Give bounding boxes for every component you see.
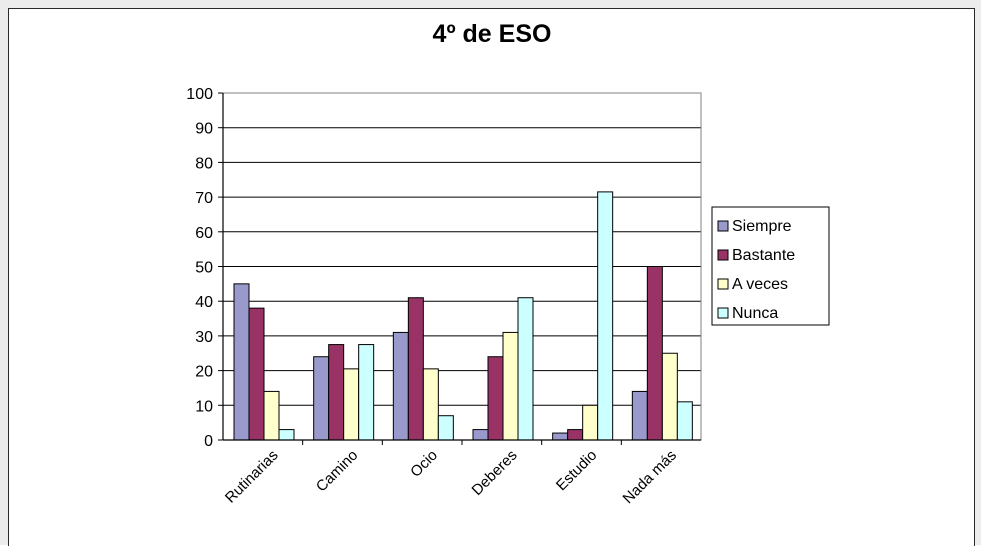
legend-label: Siempre bbox=[732, 218, 792, 235]
bar-bastante bbox=[487, 356, 504, 441]
category-label: Deberes bbox=[469, 447, 521, 499]
y-tick-labels: 0 10 20 30 40 50 60 70 80 90 100 bbox=[186, 86, 213, 450]
bar-nunca bbox=[437, 415, 454, 441]
axes bbox=[222, 92, 702, 445]
y-tick-label: 40 bbox=[195, 294, 213, 311]
y-tick-label: 70 bbox=[195, 190, 213, 207]
bar-bastante bbox=[407, 297, 424, 441]
bar-bastante bbox=[567, 429, 584, 441]
bar-a-veces bbox=[661, 352, 678, 441]
y-tick-label: 50 bbox=[195, 260, 213, 277]
gridlines bbox=[218, 92, 701, 441]
bar-nunca bbox=[278, 429, 295, 441]
chart-frame: 4º de ESO 0 10 20 30 40 50 60 70 80 90 100 Rutinar… bbox=[8, 8, 975, 546]
bar-a-veces bbox=[343, 368, 360, 441]
y-tick-label: 60 bbox=[195, 225, 213, 242]
bar-siempre bbox=[233, 283, 250, 441]
y-tick-label: 30 bbox=[195, 329, 213, 346]
y-tick-label: 100 bbox=[186, 86, 213, 103]
category-label: Nada más bbox=[620, 447, 680, 507]
bar-a-veces bbox=[582, 404, 599, 441]
bar-nunca bbox=[517, 297, 534, 441]
y-tick-label: 80 bbox=[195, 155, 213, 172]
y-tick-label: 0 bbox=[204, 433, 213, 450]
category-label: Rutinarias bbox=[222, 447, 282, 507]
legend-swatch bbox=[717, 220, 729, 232]
bar-siempre bbox=[472, 429, 489, 441]
bar-bastante bbox=[646, 266, 663, 441]
category-label: Estudio bbox=[553, 447, 600, 494]
y-tick-label: 20 bbox=[195, 364, 213, 381]
y-tick-label: 10 bbox=[195, 398, 213, 415]
category-label: Ocio bbox=[407, 447, 441, 481]
bar-a-veces bbox=[422, 368, 439, 441]
bar-siempre bbox=[552, 432, 569, 441]
legend-label: Bastante bbox=[732, 247, 795, 264]
bar-nunca bbox=[597, 191, 614, 441]
legend-label: Nunca bbox=[732, 305, 778, 322]
y-tick-label: 90 bbox=[195, 121, 213, 138]
bar-chart: 4º de ESO 0 10 20 30 40 50 60 70 80 90 100 Rutinar… bbox=[186, 20, 830, 507]
bar-siempre bbox=[631, 390, 648, 441]
bar-bastante bbox=[328, 344, 345, 441]
category-labels: Rutinarias Camino Ocio Deberes Estudio Nada m… bbox=[222, 447, 680, 507]
category-label: Camino bbox=[313, 447, 362, 496]
legend-swatch bbox=[717, 249, 729, 261]
bar-nunca bbox=[676, 401, 693, 441]
legend-label: A veces bbox=[732, 276, 788, 293]
bar-bastante bbox=[248, 307, 265, 441]
legend: Siempre Bastante A veces Nunca bbox=[711, 206, 830, 326]
bar-siempre bbox=[392, 331, 409, 441]
bar-a-veces bbox=[263, 390, 280, 441]
chart-title: 4º de ESO bbox=[433, 20, 552, 48]
legend-box bbox=[711, 206, 830, 326]
bar-nunca bbox=[358, 344, 375, 441]
legend-swatch bbox=[717, 307, 729, 319]
bar-siempre bbox=[313, 356, 330, 441]
bar-a-veces bbox=[502, 331, 519, 441]
bars bbox=[233, 191, 693, 441]
legend-swatch bbox=[717, 278, 729, 290]
